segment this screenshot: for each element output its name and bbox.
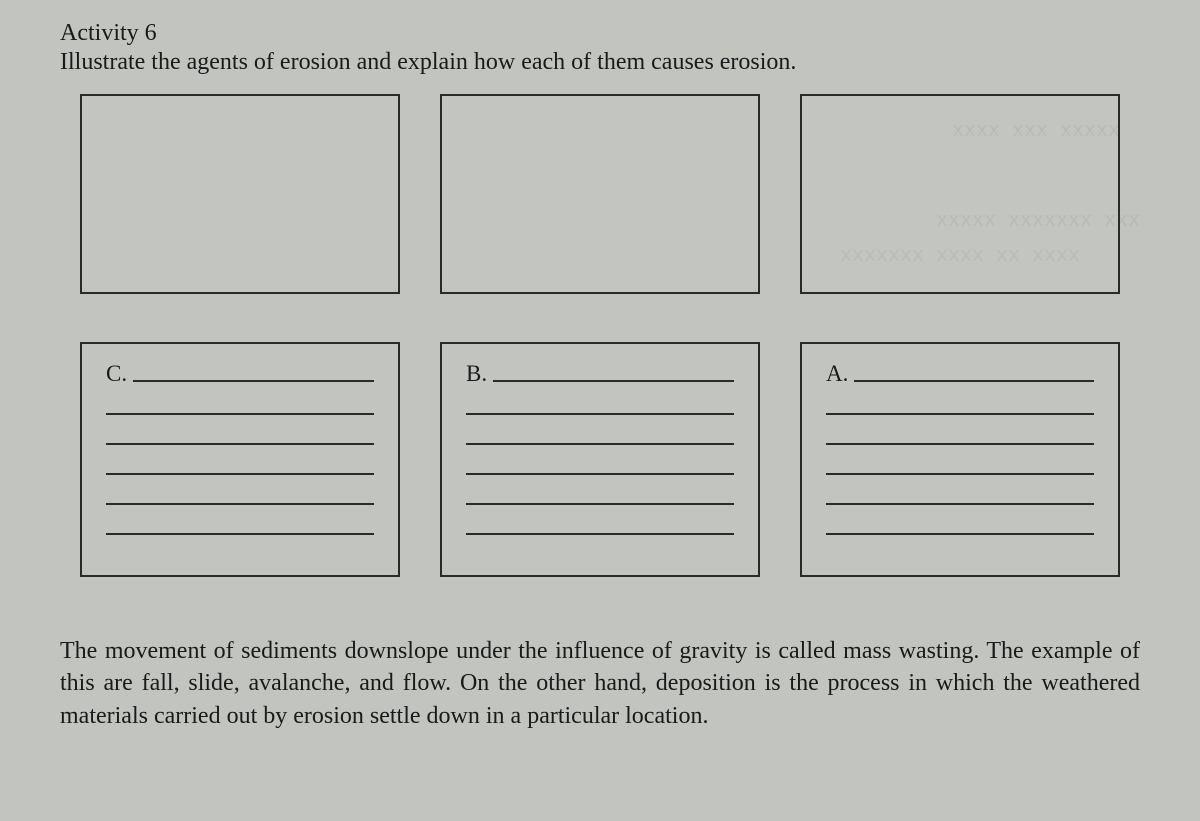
answer-cell-a: A. xyxy=(800,342,1120,577)
answer-line xyxy=(466,533,734,535)
answer-label-row: A. xyxy=(826,362,1094,385)
answer-line xyxy=(826,503,1094,505)
answer-line xyxy=(106,413,374,415)
illustration-box-b xyxy=(440,94,760,294)
answer-letter-a: A. xyxy=(826,362,848,385)
answer-line xyxy=(106,533,374,535)
answer-line xyxy=(826,473,1094,475)
answer-letter-c: C. xyxy=(106,362,127,385)
answer-line xyxy=(466,443,734,445)
answer-line xyxy=(493,380,734,382)
worksheet-page: xxxx xxx xxxxx xxxxx xxxxxxx xxx xxxxxxx… xyxy=(0,0,1200,821)
answer-line xyxy=(854,380,1094,382)
answer-box-c: C. xyxy=(80,342,400,577)
answer-line xyxy=(466,413,734,415)
answer-box-b: B. xyxy=(440,342,760,577)
illustration-row xyxy=(80,94,1130,294)
answer-box-a: A. xyxy=(800,342,1120,577)
answer-line xyxy=(826,533,1094,535)
answer-line xyxy=(466,473,734,475)
answer-label-row: B. xyxy=(466,362,734,385)
answer-line xyxy=(106,503,374,505)
answer-line xyxy=(106,443,374,445)
illustration-box-c xyxy=(80,94,400,294)
definition-paragraph: The movement of sediments downslope unde… xyxy=(60,635,1140,732)
answer-line xyxy=(826,443,1094,445)
answer-row: C. B. xyxy=(80,342,1130,577)
answer-line xyxy=(466,503,734,505)
answer-cell-b: B. xyxy=(440,342,760,577)
illustration-box-a xyxy=(800,94,1120,294)
answer-line xyxy=(106,473,374,475)
answer-letter-b: B. xyxy=(466,362,487,385)
answer-line xyxy=(826,413,1094,415)
activity-title: Activity 6 xyxy=(60,20,1150,47)
answer-line xyxy=(133,380,374,382)
answer-cell-c: C. xyxy=(80,342,400,577)
answer-label-row: C. xyxy=(106,362,374,385)
activity-instruction: Illustrate the agents of erosion and exp… xyxy=(60,49,1150,76)
